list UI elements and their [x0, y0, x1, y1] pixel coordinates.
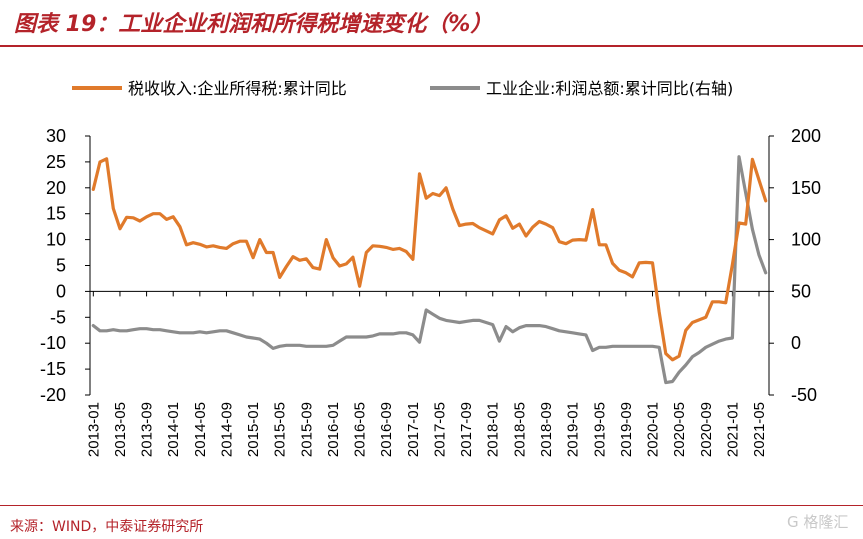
series-line-profit: [91, 155, 768, 385]
x-tick-label: 2018-09: [538, 402, 555, 457]
left-tick-label: -20: [40, 385, 66, 405]
x-tick-label: 2013-01: [85, 402, 102, 457]
left-tick-label: 20: [46, 178, 66, 198]
plot-area: -20-15-10-5051015202530-5005010015020020…: [40, 126, 821, 457]
x-tick-label: 2015-09: [298, 402, 315, 457]
x-tick-label: 2016-05: [352, 402, 369, 457]
x-tick-label: 2013-05: [112, 402, 129, 457]
left-tick-label: 5: [56, 256, 66, 276]
x-tick-label: 2018-01: [485, 402, 502, 457]
left-tick-label: 15: [46, 204, 66, 224]
right-tick-label: 0: [791, 333, 801, 353]
chart-canvas: 税收收入:企业所得税:累计同比 工业企业:利润总额:累计同比(右轴) -20 -1…: [40, 79, 821, 457]
x-tick-label: 2015-05: [272, 402, 289, 457]
watermark-logo: G 格隆汇: [787, 513, 849, 531]
x-tick-label: 2019-01: [565, 402, 582, 457]
x-tick-label: 2014-09: [218, 402, 235, 457]
x-tick-label: 2018-05: [511, 402, 528, 457]
series-line-tax: [91, 157, 768, 362]
x-tick-label: 2017-01: [405, 402, 422, 457]
legend: 税收收入:企业所得税:累计同比 工业企业:利润总额:累计同比(右轴): [72, 79, 733, 98]
title-divider: [0, 45, 863, 47]
right-tick-label: 50: [791, 281, 811, 301]
left-tick-label: -15: [40, 359, 66, 379]
x-tick-label: 2013-09: [139, 402, 156, 457]
right-tick-label: 200: [791, 126, 821, 146]
x-tick-label: 2020-05: [671, 402, 688, 457]
x-tick-label: 2017-09: [458, 402, 475, 457]
x-tick-label: 2014-01: [165, 402, 182, 457]
left-tick-label: -5: [50, 307, 66, 327]
right-tick-label: -50: [791, 385, 817, 405]
left-tick-label: -10: [40, 333, 66, 353]
x-tick-label: 2020-09: [698, 402, 715, 457]
legend-label-tax: 税收收入:企业所得税:累计同比: [128, 79, 347, 98]
x-tick-label: 2019-09: [618, 402, 635, 457]
source-note: 来源：WIND，中泰证券研究所: [10, 519, 204, 535]
x-tick-label: 2017-05: [431, 402, 448, 457]
chart-title: 图表 19：工业企业利润和所得税增速变化（%）: [14, 12, 493, 37]
left-tick-label: 10: [46, 230, 66, 250]
x-tick-label: 2016-01: [325, 402, 342, 457]
x-tick-label: 2020-01: [645, 402, 662, 457]
x-tick-label: 2019-05: [591, 402, 608, 457]
footer-divider: [0, 505, 863, 506]
left-tick-label: 0: [56, 281, 66, 301]
x-tick-label: 2014-05: [192, 402, 209, 457]
right-tick-label: 150: [791, 178, 821, 198]
x-tick-label: 2015-01: [245, 402, 262, 457]
right-tick-label: 100: [791, 230, 821, 250]
x-tick-label: 2021-05: [751, 402, 768, 457]
legend-label-profit: 工业企业:利润总额:累计同比(右轴): [486, 79, 733, 98]
left-tick-label: 30: [46, 126, 66, 146]
x-tick-label: 2021-01: [724, 402, 741, 457]
x-tick-label: 2016-09: [378, 402, 395, 457]
left-tick-label: 25: [46, 152, 66, 172]
